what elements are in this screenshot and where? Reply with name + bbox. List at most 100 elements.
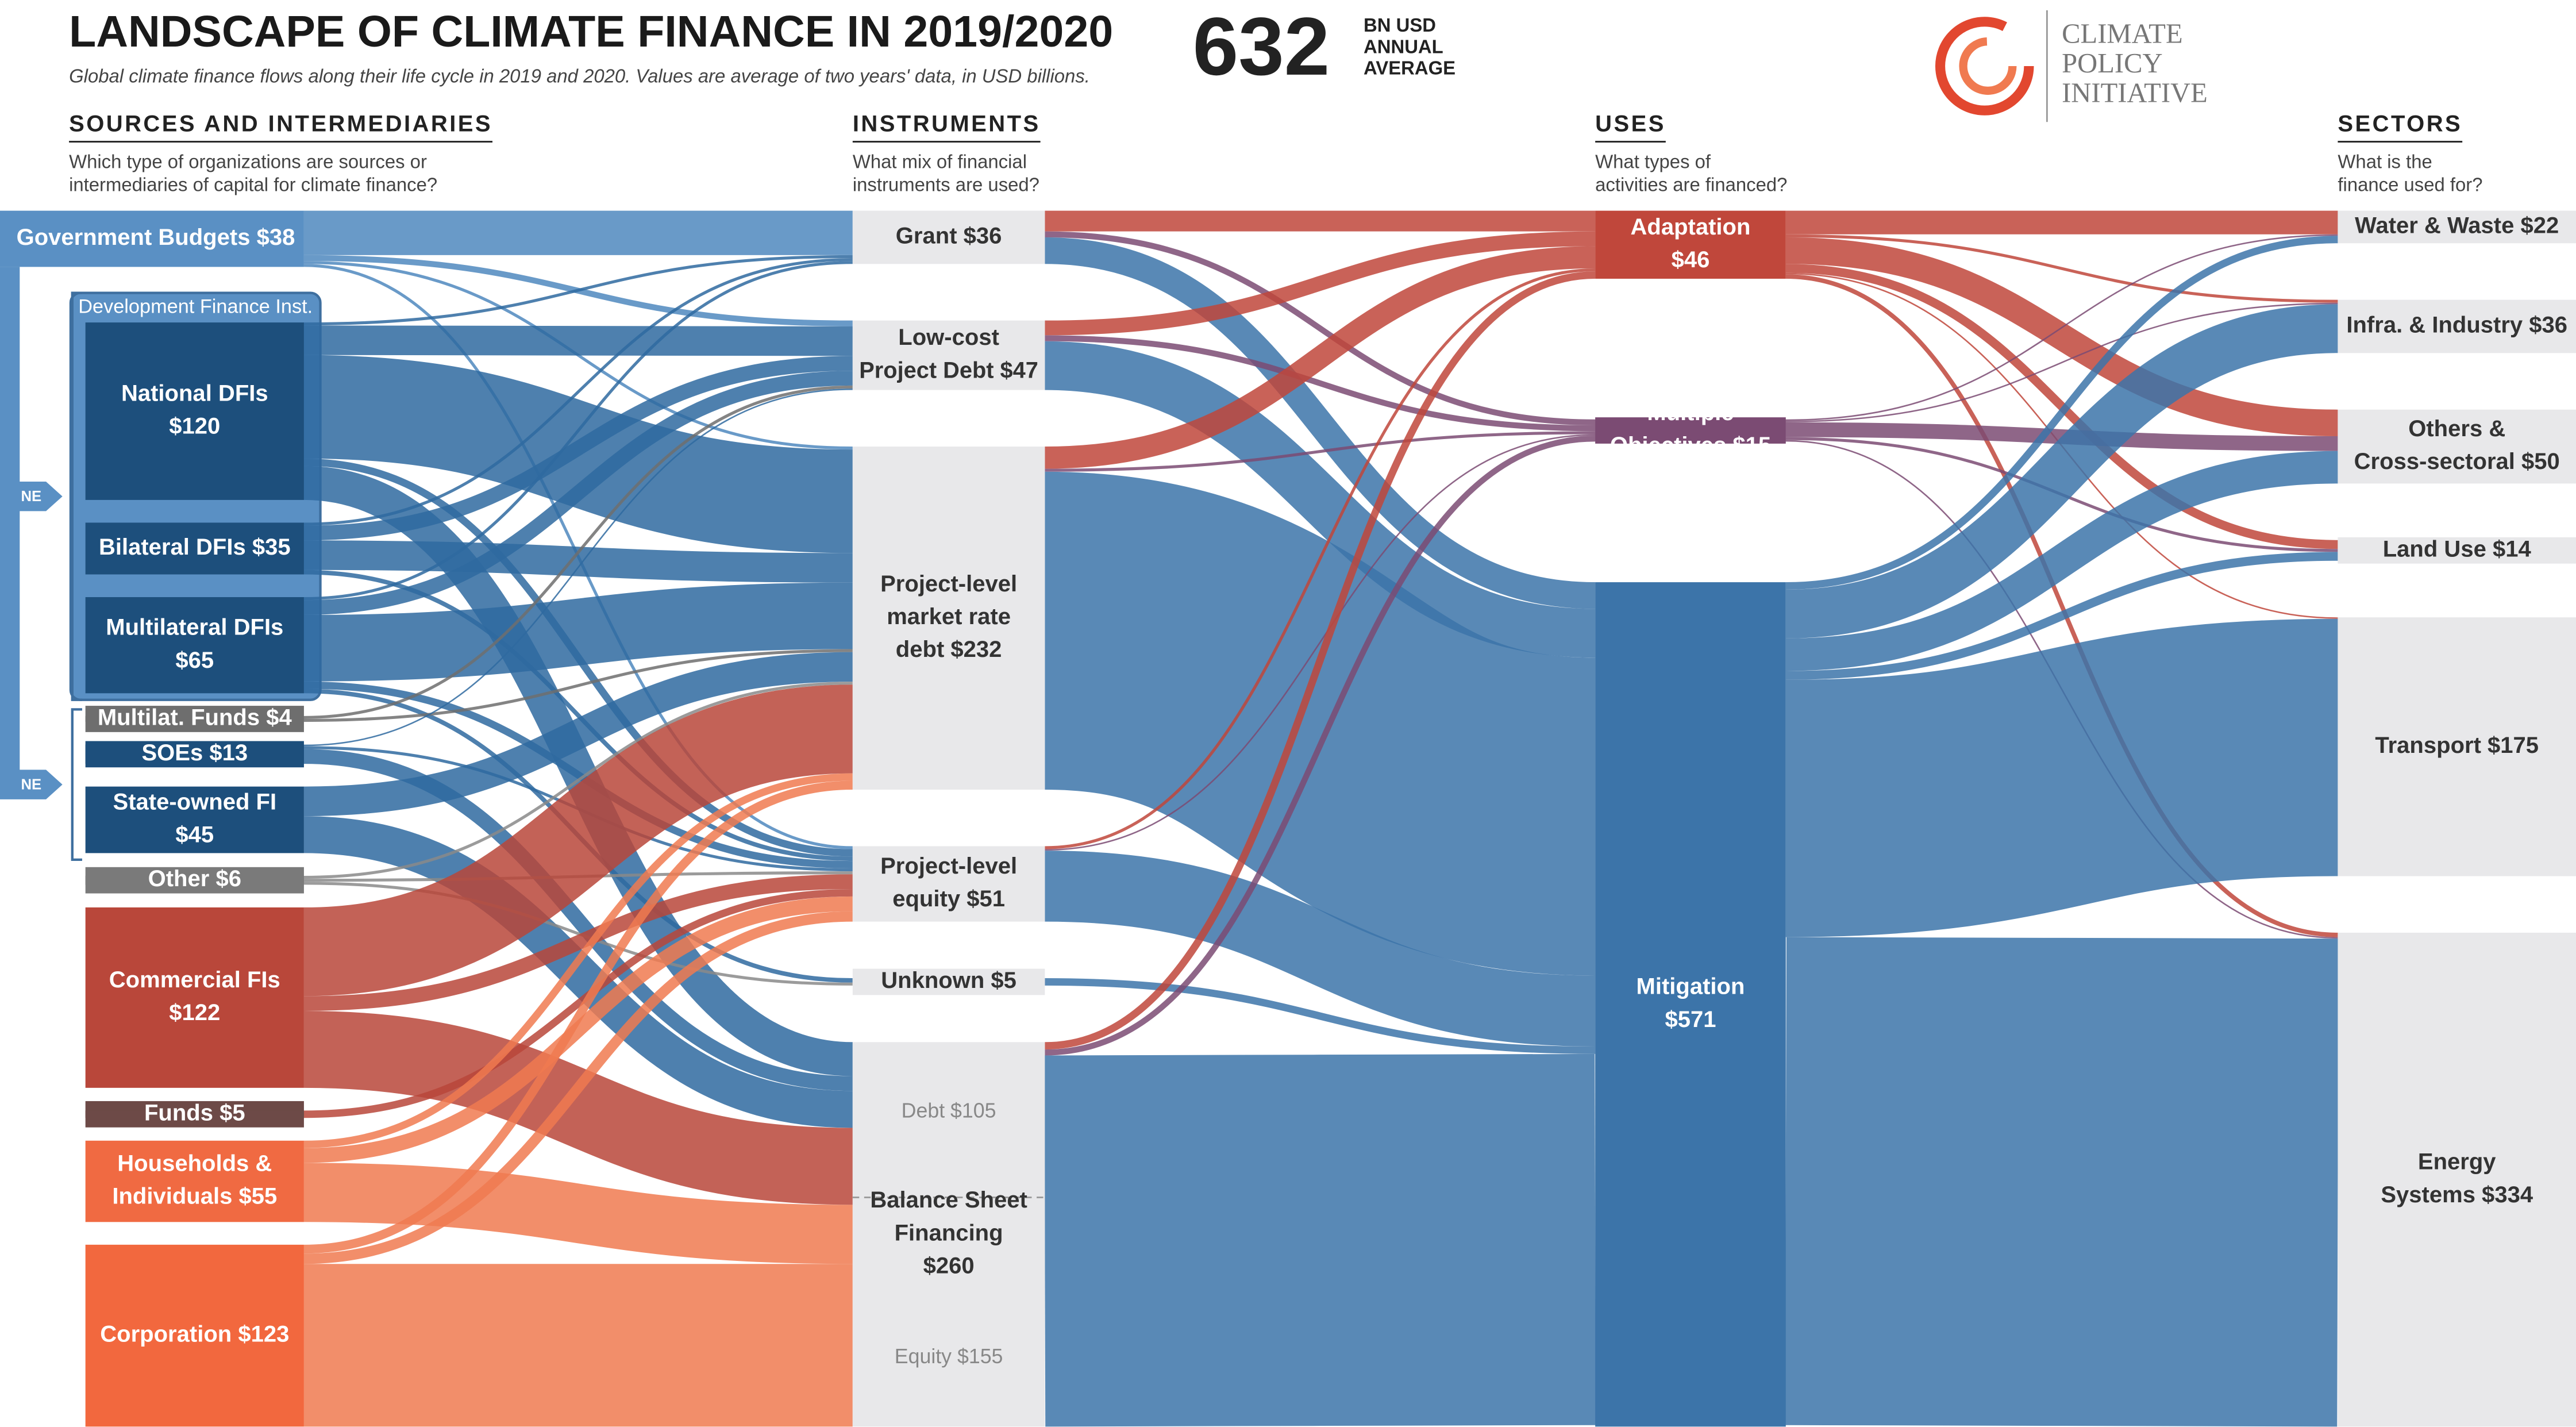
node [2338,409,2576,484]
node-label: Cross-sectoral $50 [2354,449,2560,474]
flow [303,371,853,615]
node [852,210,1045,264]
node [85,716,304,722]
logo-text: INITIATIVE [2062,78,2208,109]
flow [1785,234,2338,303]
column-heading: SOURCES AND INTERMEDIARIES [69,111,492,137]
node [85,1244,304,1427]
node-label: Bilateral DFIs $35 [99,534,291,560]
node-label: Energy [2418,1149,2496,1175]
node [1595,582,1786,1427]
chart-subtitle: Global climate finance flows along their… [69,66,1090,87]
node-label: Commercial FIs [109,967,280,993]
flow [303,874,853,1011]
flow [303,356,853,541]
bracket-label: NE [21,776,41,793]
node-label: Households & [117,1151,272,1176]
flow [1045,978,1596,1054]
flow [1045,271,1596,1050]
logo-ring [1959,37,2017,95]
node [852,447,1045,790]
node-label: $260 [923,1253,975,1279]
flow [303,749,853,1091]
flow [303,1163,853,1264]
flow [1785,236,2338,590]
flow [1785,304,2338,639]
node-label: Systems $334 [2381,1182,2533,1207]
flow [1045,1053,1596,1427]
node-label: Project Debt $47 [859,357,1038,383]
node-label: market rate [887,604,1011,629]
node-label: Multiple [1647,400,1734,425]
node-label: Water & Waste $22 [2355,213,2559,239]
node [85,322,304,500]
node-label: $45 [175,822,214,848]
node-label: $571 [1665,1007,1716,1032]
logo-text: POLICY [2062,48,2163,79]
flow [303,325,853,356]
column-question: What is the [2338,151,2432,172]
node [2338,932,2576,1427]
node [852,1042,1045,1427]
flow [1045,434,1596,851]
node [2338,540,2576,561]
node-label: Government Budgets $38 [17,225,295,250]
flow [303,389,853,747]
node-label: Land Use $14 [2383,536,2532,561]
node [852,320,1045,390]
flow [303,889,853,1118]
flow [303,896,853,1163]
flow [1045,246,1596,469]
bracket [71,291,82,701]
node-label: Multilat. Funds $4 [98,705,292,730]
flow [303,1011,853,1205]
node [852,846,1045,922]
node [0,210,304,267]
node-label: $122 [169,1000,220,1025]
flow [1785,237,2338,437]
node-label: Other $6 [148,866,241,891]
column-question: What mix of financial [853,151,1027,172]
flow [303,681,853,868]
node-label: Financing [895,1220,1003,1245]
node-label: equity $51 [892,886,1005,911]
column-heading: SECTORS [2338,111,2462,137]
flow [1045,335,1596,432]
bracket [71,708,82,861]
node-label: Adaptation [1630,214,1750,240]
flow [1785,552,2338,680]
node-label: Project-level [880,853,1017,879]
flow [303,780,853,1254]
node-label: National DFIs [121,380,268,406]
node-label: Grant $36 [896,224,1002,249]
node [1595,210,1786,279]
flow [1045,341,1596,658]
column-question: What types of [1595,151,1711,172]
logo-mark [1935,10,2048,122]
column-heading: INSTRUMENTS [853,111,1041,137]
node-label: Transport $175 [2375,733,2539,758]
flow [303,684,853,997]
flow [1785,264,2338,549]
budget-spine [0,267,20,785]
node-label: SOEs $13 [141,740,248,766]
column-question: finance used for? [2338,174,2482,195]
flow [1785,451,2338,671]
flow [303,257,853,526]
node-label: Infra. & Industry $36 [2346,313,2567,338]
node-label: Mitigation [1637,974,1745,999]
flow [1045,268,1596,849]
flow [1045,436,1596,1056]
node [85,786,304,853]
flow [303,385,853,719]
node-label: Unknown $5 [881,968,1016,993]
node [85,744,304,764]
node [85,597,304,694]
flow [1045,431,1596,472]
total-caption: BN USD [1364,14,1436,36]
node [2338,299,2576,353]
logo-ring [1935,17,2034,116]
node-label: $46 [1672,247,1710,272]
column-question: activities are financed? [1595,174,1787,195]
column-heading: USES [1595,111,1666,137]
